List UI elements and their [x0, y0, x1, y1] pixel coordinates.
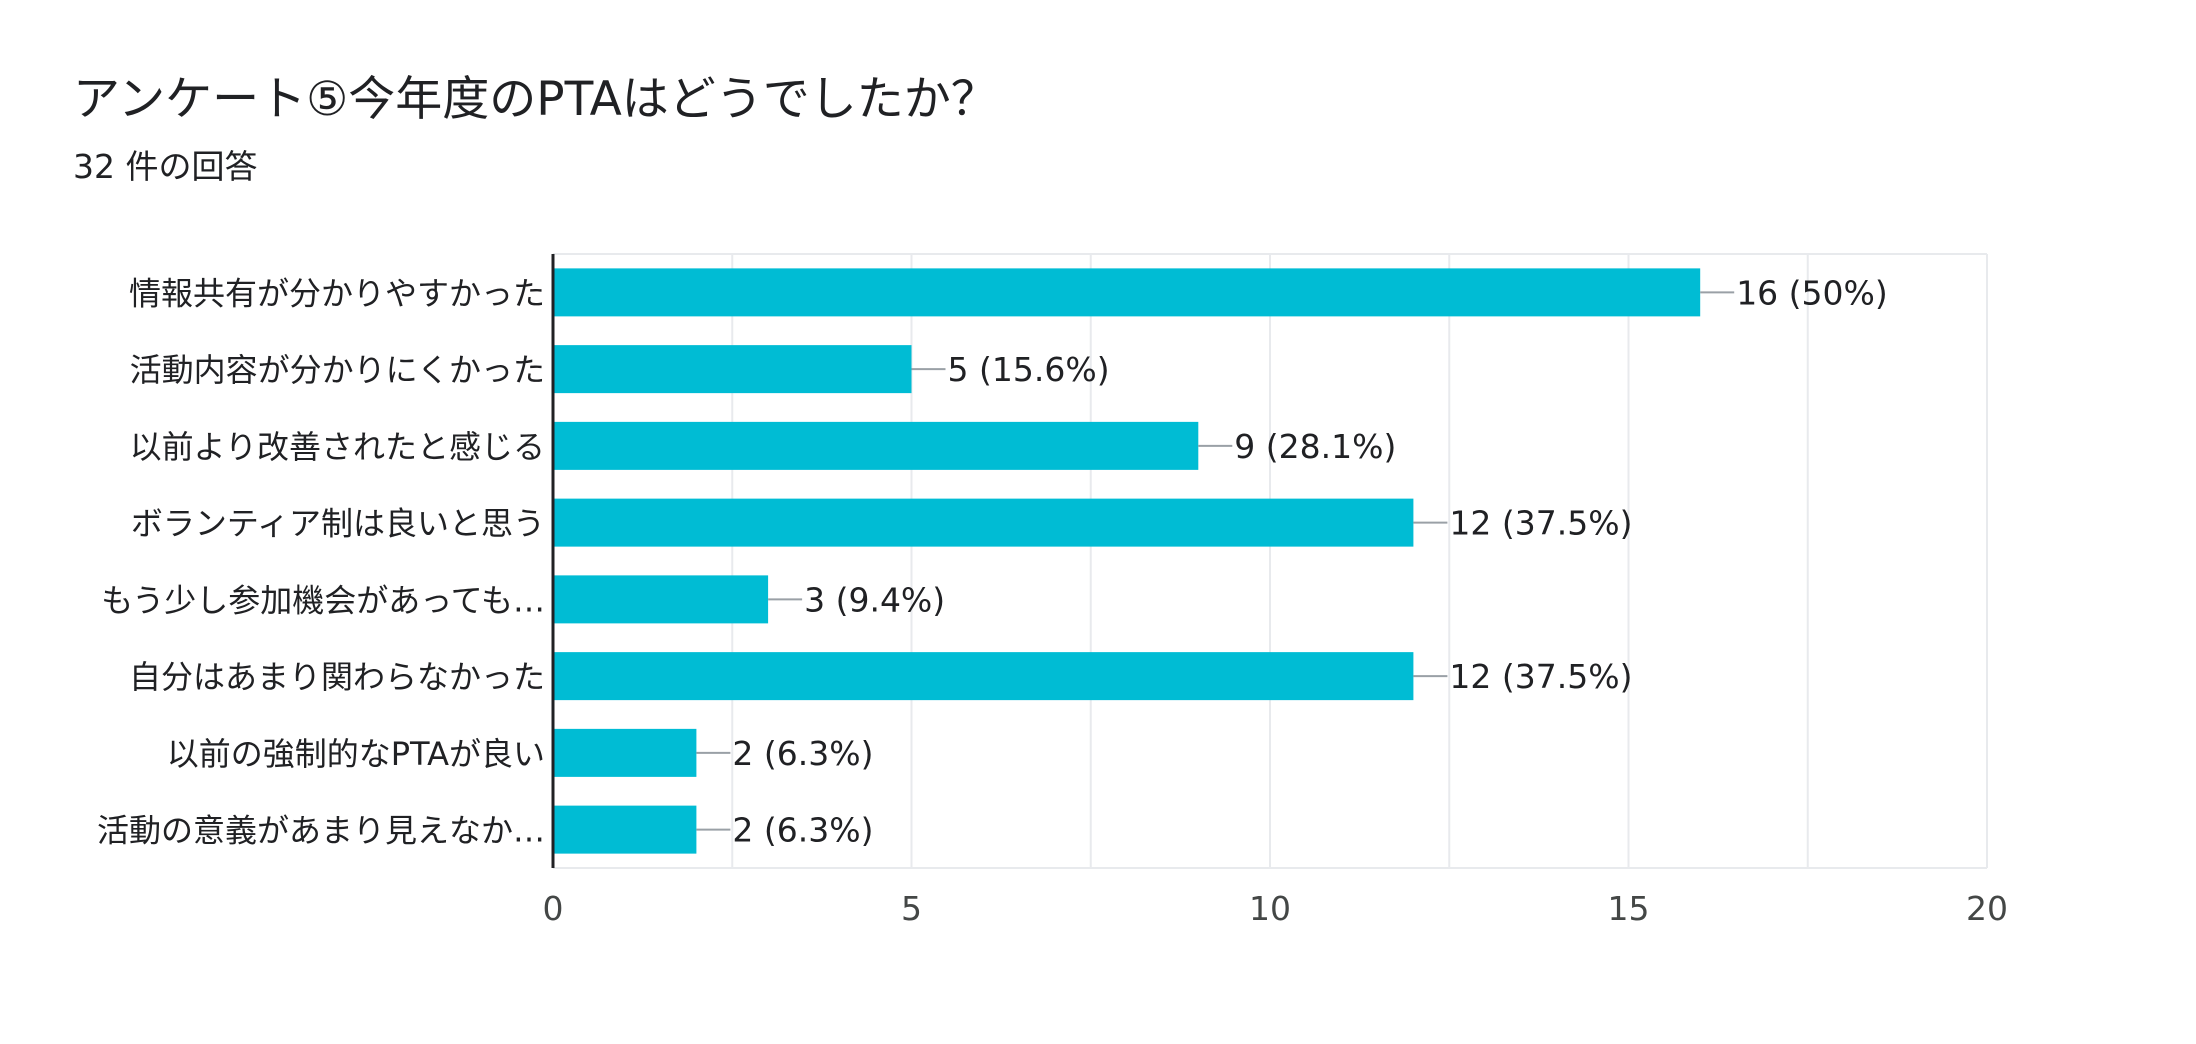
bar[interactable]	[553, 575, 769, 624]
bar[interactable]	[553, 728, 697, 777]
category-label: 情報共有が分かりやすかった	[129, 274, 545, 312]
category-label: 以前より改善されたと感じる	[130, 428, 545, 466]
data-label: 2 (6.3%)	[732, 811, 873, 850]
bar[interactable]	[553, 498, 1414, 547]
category-label: もう少し参加機会があっても…	[101, 581, 545, 619]
x-tick-label: 10	[1249, 889, 1291, 928]
data-label: 9 (28.1%)	[1234, 427, 1396, 466]
bar-layer	[553, 268, 1735, 854]
data-label: 5 (15.6%)	[948, 350, 1110, 389]
data-label: 12 (37.5%)	[1449, 657, 1632, 696]
chart-title: アンケート⑤今年度のPTAはどうでしたか？	[73, 72, 998, 127]
category-label: ボランティア制は良いと思う	[131, 505, 545, 543]
x-tick-label: 15	[1608, 889, 1650, 928]
grid-layer	[552, 253, 1988, 869]
category-label: 活動の意義があまり見えなか…	[97, 812, 545, 850]
label-layer: 16 (50%) 情報共有が分かりやすかった 5 (15.6%) 活動内容が分かりにく…	[97, 273, 2008, 928]
data-label: 3 (9.4%)	[804, 580, 945, 619]
category-label: 以前の強制的なPTAが良い	[167, 735, 545, 773]
data-label: 12 (37.5%)	[1449, 504, 1632, 543]
bar[interactable]	[553, 345, 912, 394]
bar[interactable]	[553, 421, 1199, 470]
x-tick-label: 0	[543, 889, 564, 928]
category-label: 自分はあまり関わらなかった	[129, 658, 545, 696]
x-tick-label: 5	[901, 889, 922, 928]
data-label: 16 (50%)	[1736, 273, 1888, 312]
x-tick-label: 20	[1966, 889, 2008, 928]
bar[interactable]	[553, 268, 1701, 317]
category-label: 活動内容が分かりにくかった	[130, 351, 545, 389]
response-count: 32 件の回答	[73, 147, 258, 186]
bar[interactable]	[553, 805, 697, 854]
bar[interactable]	[553, 652, 1414, 701]
data-label: 2 (6.3%)	[732, 734, 873, 773]
